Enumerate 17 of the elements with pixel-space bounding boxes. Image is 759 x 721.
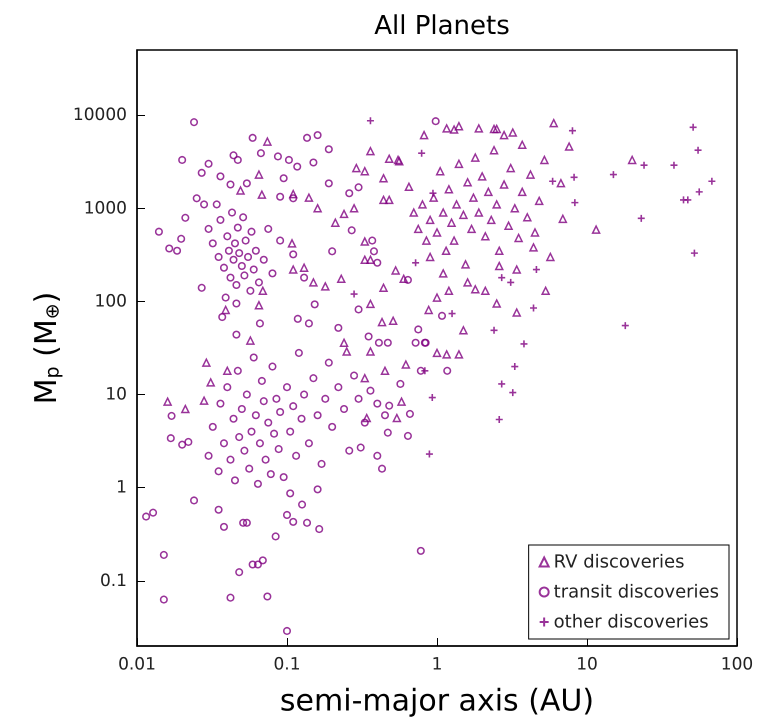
y-tick-label: 1 [116,478,127,498]
y-tick-label: 100 [94,291,127,312]
y-tick-label: 10000 [72,105,127,126]
y-tick-label: 0.1 [100,570,127,591]
x-tick-label: 10 [576,654,598,674]
x-tick-label: 0.01 [118,654,156,674]
y-tick-label: 1000 [84,198,127,218]
x-tick-label: 100 [720,654,754,674]
x-tick-label: 1 [432,654,442,674]
x-tick-label: 0.1 [273,654,301,674]
y-axis-title: Mp (M⊕) [29,292,64,404]
x-axis-title: semi-major axis (AU) [280,684,594,718]
legend-label: RV discoveries [554,552,685,572]
legend-label: other discoveries [554,612,709,632]
legend-label: transit discoveries [554,582,720,602]
chart-title: All Planets [374,11,510,41]
y-tick-label: 10 [105,384,127,405]
